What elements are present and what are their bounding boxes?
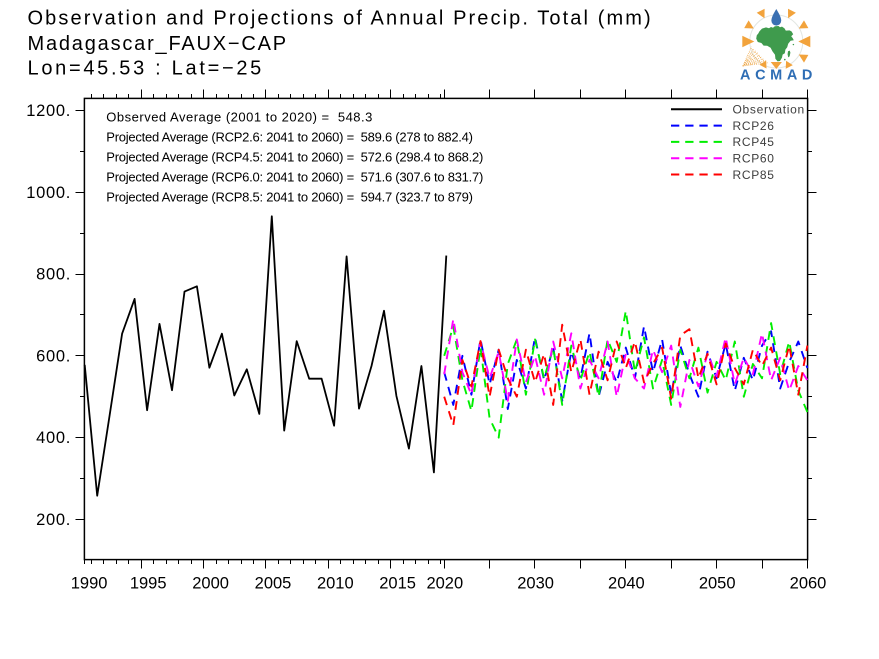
svg-text:RCP85: RCP85	[733, 168, 775, 182]
svg-text:2005: 2005	[255, 575, 292, 593]
svg-text:Observed Average (2001 to 2020: Observed Average (2001 to 2020) = 548.3	[106, 109, 373, 124]
svg-text:Observation and Projections of: Observation and Projections of Annual Pr…	[28, 8, 653, 30]
svg-text:Observation: Observation	[733, 103, 805, 117]
svg-text:Projected Average (RCP4.5: 204: Projected Average (RCP4.5: 2041 to 2060)…	[106, 150, 483, 165]
svg-text:200.: 200.	[36, 511, 71, 529]
svg-text:RCP45: RCP45	[733, 135, 775, 149]
svg-text:2015: 2015	[379, 575, 416, 593]
svg-text:Projected Average (RCP2.6: 204: Projected Average (RCP2.6: 2041 to 2060)…	[106, 129, 472, 144]
svg-text:2000: 2000	[192, 575, 229, 593]
svg-text:2050: 2050	[699, 575, 736, 593]
svg-text:2040: 2040	[608, 575, 645, 593]
svg-text:RCP60: RCP60	[733, 152, 775, 166]
svg-text:Madagascar_FAUX−CAP: Madagascar_FAUX−CAP	[28, 33, 288, 55]
svg-text:2020: 2020	[426, 575, 463, 593]
svg-text:1990: 1990	[71, 575, 108, 593]
svg-text:2060: 2060	[790, 575, 827, 593]
svg-text:ACMAD: ACMAD	[740, 68, 817, 84]
svg-text:RCP26: RCP26	[733, 119, 775, 133]
svg-text:2030: 2030	[517, 575, 554, 593]
svg-text:400.: 400.	[36, 429, 71, 447]
svg-text:Projected Average (RCP8.5: 204: Projected Average (RCP8.5: 2041 to 2060)…	[106, 190, 472, 205]
svg-text:Projected Average (RCP6.0: 204: Projected Average (RCP6.0: 2041 to 2060)…	[106, 170, 483, 185]
svg-text:2010: 2010	[317, 575, 354, 593]
svg-text:600.: 600.	[36, 347, 71, 365]
svg-text:Lon=45.53 : Lat=−25: Lon=45.53 : Lat=−25	[28, 58, 264, 80]
svg-text:1000.: 1000.	[26, 184, 71, 202]
svg-text:1995: 1995	[130, 575, 167, 593]
svg-text:1200.: 1200.	[26, 102, 71, 120]
svg-text:800.: 800.	[36, 266, 71, 284]
